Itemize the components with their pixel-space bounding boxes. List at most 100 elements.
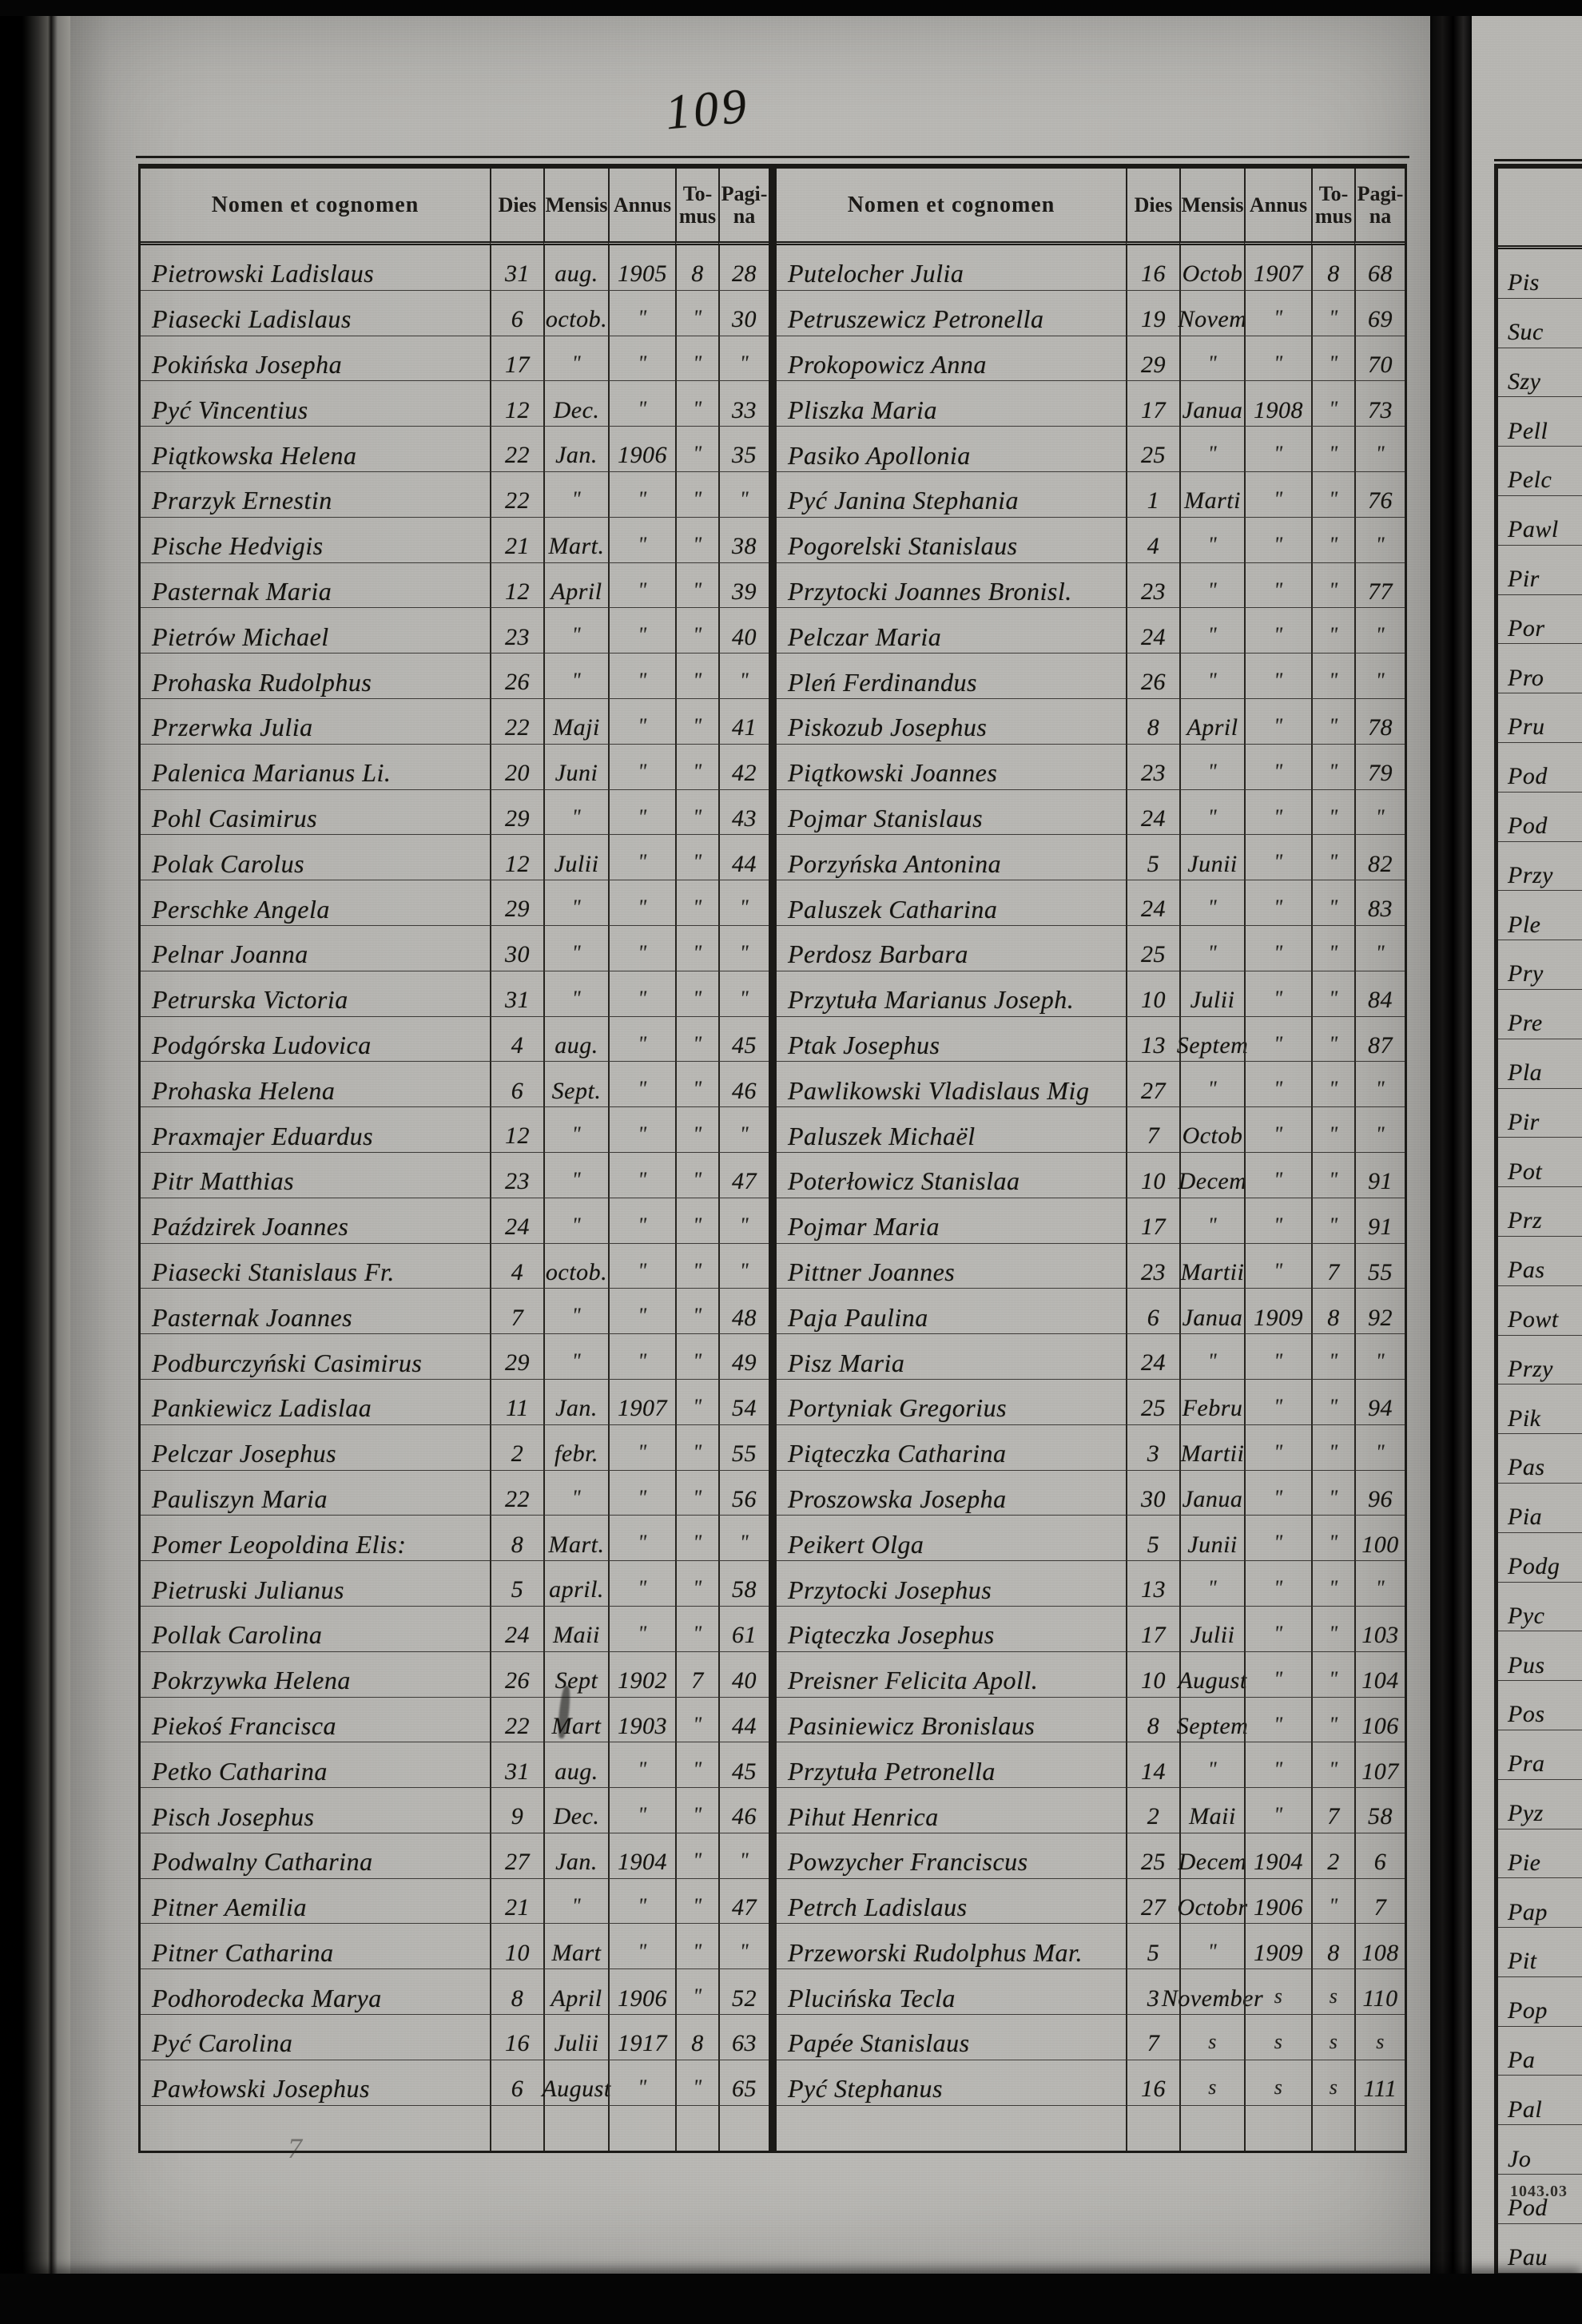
entry-name: Pische Hedvigis [152, 531, 324, 561]
entry-name: Piasecki Ladislaus [152, 304, 352, 334]
cell-dies: 10 [1126, 971, 1179, 1017]
entry-name: Petrch Ladislaus [788, 1893, 968, 1922]
entry-dies: 23 [1141, 578, 1166, 605]
entry-annus: " [638, 1304, 647, 1328]
cell-pagina: " [718, 471, 769, 518]
cell-tomus: " [675, 290, 718, 336]
entry-tomus: s [1329, 2075, 1338, 2099]
cell-tomus: " [1311, 1334, 1354, 1380]
cell-dies: 16 [1126, 245, 1179, 291]
cell-annus: " [1244, 1334, 1311, 1380]
cell-annus: 1909 [1244, 1289, 1311, 1335]
column-line-stub [141, 2106, 490, 2151]
next-page-name-fragment: Pie [1508, 1849, 1541, 1876]
cell-dies: 5 [490, 1561, 543, 1607]
entry-mensis: " [571, 1168, 582, 1192]
entry-tomus: " [1329, 1440, 1338, 1464]
cell-mensis: Sept. [543, 1062, 608, 1108]
entry-name: Pyć Vincentius [152, 395, 308, 424]
cell-tomus: " [675, 1470, 718, 1516]
entry-mensis: " [1207, 1939, 1218, 1963]
cell-mensis: Mart. [543, 1516, 608, 1562]
cell-pagina: " [718, 925, 769, 971]
cell-name: Peikert Olga [777, 1516, 1126, 1562]
entry-name: Podgórska Ludovica [152, 1030, 372, 1059]
cell-annus: 1906 [608, 1969, 675, 2016]
cell-dies: 3 [1126, 1424, 1179, 1471]
entry-name: Podburczyński Casimirus [152, 1348, 423, 1377]
next-page-name-fragment: Pyz [1508, 1800, 1544, 1826]
entry-tomus: " [1329, 623, 1338, 647]
entry-dies: 24 [1141, 896, 1166, 923]
cell-annus: " [608, 1788, 675, 1833]
entry-pagina: 58 [1368, 1803, 1393, 1830]
next-page-row: Przy [1498, 1336, 1582, 1385]
entry-dies: 6 [1147, 1304, 1160, 1331]
cell-dies: 17 [1126, 1198, 1179, 1244]
cell-dies: 12 [490, 381, 543, 427]
entry-annus: " [638, 1349, 647, 1373]
entry-pagina: " [739, 1213, 749, 1237]
entry-tomus: " [1329, 804, 1338, 828]
cell-annus: " [1244, 1152, 1311, 1198]
cell-tomus: " [1311, 971, 1354, 1017]
entry-annus: " [638, 986, 647, 1010]
entry-mensis: August [542, 2076, 611, 2103]
entry-annus: " [638, 1031, 647, 1055]
cell-dies: 31 [490, 245, 543, 291]
entry-pagina: s [1376, 2030, 1385, 2054]
entry-tomus: " [693, 1531, 702, 1555]
cell-annus: " [608, 608, 675, 654]
cell-tomus: " [1311, 1516, 1354, 1562]
cell-annus: " [608, 562, 675, 609]
cell-name: Pasternak Joannes [141, 1289, 490, 1335]
entry-tomus: " [693, 396, 702, 420]
entry-mensis: Maii [553, 1622, 600, 1649]
cell-mensis: Martii [1179, 1243, 1244, 1289]
cell-name: Powzycher Franciscus [777, 1833, 1126, 1879]
entry-pagina: " [739, 669, 749, 693]
cell-pagina: 43 [718, 789, 769, 836]
cell-mensis: octob. [543, 1243, 608, 1289]
entry-dies: 16 [1141, 260, 1166, 288]
entry-annus: 1906 [618, 442, 667, 469]
cell-dies: 22 [490, 471, 543, 518]
index-table: Nomen et cognomen Dies Mensis Annus To- … [136, 155, 1409, 2154]
next-page-row: Pal [1498, 2076, 1582, 2126]
entry-dies: 24 [505, 1214, 530, 1241]
cell-mensis: Septem [1177, 1697, 1248, 1743]
cell-tomus: " [675, 336, 718, 382]
entry-annus: " [1274, 941, 1283, 965]
cell-dies: 23 [1126, 562, 1179, 609]
entry-name: Paździrek Joannes [152, 1212, 349, 1241]
cell-pagina: 91 [1354, 1152, 1405, 1198]
cell-mensis: " [543, 654, 608, 699]
next-page-name-fragment: Powt [1508, 1306, 1559, 1333]
entry-pagina: 79 [1368, 760, 1393, 787]
entry-tomus: " [693, 1622, 702, 1646]
cell-name: Pisz Maria [777, 1334, 1126, 1380]
cell-annus: 1908 [1244, 381, 1311, 427]
cell-pagina: " [1354, 789, 1405, 836]
entry-annus: " [638, 850, 647, 874]
entry-mensis: Febru [1182, 1395, 1243, 1422]
cell-dies: 31 [490, 1742, 543, 1789]
next-page-row: Por [1498, 595, 1582, 645]
cell-tomus: " [675, 1788, 718, 1833]
entry-name: Prarzyk Ernestin [152, 486, 332, 515]
cell-mensis: Junii [1179, 1516, 1244, 1562]
column-header-pagina: Pagi- na [1354, 169, 1405, 245]
entry-annus: " [1274, 1667, 1283, 1690]
entry-tomus: 7 [1327, 1258, 1340, 1285]
entry-name: Pelczar Josephus [152, 1439, 337, 1468]
cell-annus: " [1244, 1470, 1311, 1516]
next-page-name-fragment: Przy [1508, 1355, 1553, 1382]
entry-mensis: Mart. [548, 1531, 605, 1558]
cell-name: Pawlikowski Vladislaus Mig [777, 1062, 1126, 1108]
column-header-mensis: Mensis [1179, 169, 1244, 245]
entry-dies: 31 [505, 260, 530, 288]
next-page-row: Pro [1498, 644, 1582, 694]
entry-annus: " [1274, 804, 1283, 828]
cell-pagina: 42 [718, 744, 769, 790]
entry-tomus: " [1329, 1077, 1338, 1101]
